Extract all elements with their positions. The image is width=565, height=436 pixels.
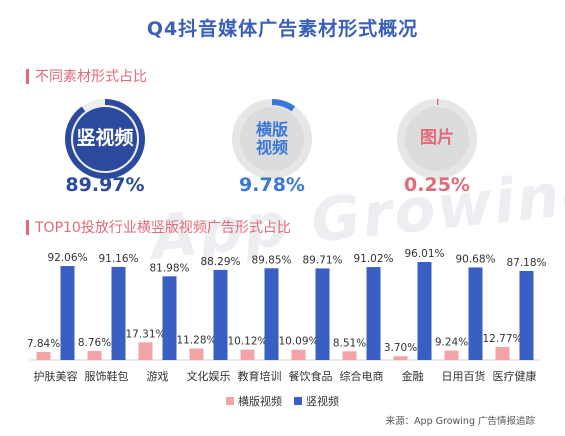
legend-swatch-horizontal: [226, 397, 234, 405]
bar-vertical-0: [60, 266, 75, 360]
ring-image-graphic: [397, 99, 477, 179]
section-heading-label: 不同素材形式占比: [35, 69, 147, 85]
bar-vertical-9: [519, 271, 534, 360]
ring-vertical-video-graphic: [65, 99, 145, 179]
pct-image: 0.25%: [404, 174, 470, 196]
bar-vertical-4: [264, 268, 279, 360]
data-label-vertical-4: 89.85%: [251, 254, 291, 266]
bar-vertical-8: [468, 267, 483, 360]
category-label-4: 教育培训: [238, 369, 282, 383]
category-label-5: 餐饮食品: [289, 369, 333, 383]
ring-image-label: 图片: [394, 96, 480, 182]
section-marker: [26, 68, 29, 84]
data-label-vertical-9: 87.18%: [506, 257, 546, 269]
category-label-8: 日用百货: [442, 369, 486, 383]
bar-horizontal-8: [444, 350, 459, 360]
data-label-horizontal-2: 17.31%: [125, 328, 165, 340]
bar-horizontal-0: [36, 351, 51, 360]
ring-horizontal-video-graphic: [232, 99, 312, 179]
data-label-vertical-2: 81.98%: [149, 262, 189, 274]
ring-label-line1: 横版: [255, 119, 288, 139]
data-label-horizontal-6: 8.51%: [333, 337, 366, 349]
source-note: 来源：App Growing 广告情报追踪: [385, 416, 535, 427]
category-label-7: 金融: [402, 369, 424, 383]
category-label-9: 医疗健康: [493, 369, 537, 383]
section-heading-format-share: 不同素材形式占比: [26, 66, 147, 86]
data-label-horizontal-0: 7.84%: [27, 338, 60, 350]
bar-horizontal-4: [240, 349, 255, 360]
bar-vertical-3: [213, 269, 228, 360]
bar-vertical-1: [111, 266, 126, 360]
ring-vertical-video: 竖视频: [62, 96, 148, 182]
bar-horizontal-2: [138, 342, 153, 360]
data-label-horizontal-9: 12.77%: [482, 333, 522, 345]
data-label-vertical-0: 92.06%: [47, 252, 87, 264]
category-label-3: 文化娱乐: [187, 369, 231, 383]
chart-legend: 横版视频 竖视频: [0, 393, 565, 409]
data-label-vertical-8: 90.68%: [455, 253, 495, 265]
category-label-6: 综合电商: [340, 369, 384, 383]
pct-vertical-video: 89.97%: [65, 174, 145, 196]
bar-horizontal-9: [495, 346, 510, 360]
ring-vertical-video-label: 竖视频: [62, 96, 148, 182]
legend-label-vertical: 竖视频: [306, 395, 339, 408]
bar-vertical-6: [366, 267, 381, 360]
data-label-horizontal-3: 11.28%: [176, 334, 216, 346]
bar-horizontal-7: [393, 356, 408, 360]
category-label-1: 服饰鞋包: [85, 369, 129, 383]
data-label-vertical-5: 89.71%: [302, 254, 342, 266]
section-heading-industry: TOP10投放行业横竖版视频广告形式占比: [26, 217, 291, 237]
data-label-vertical-7: 96.01%: [404, 248, 444, 260]
ring-label-line2: 视频: [255, 138, 288, 157]
bar-horizontal-1: [87, 351, 102, 360]
section-marker: [26, 219, 29, 235]
data-label-horizontal-1: 8.76%: [78, 337, 111, 349]
legend-label-horizontal: 横版视频: [238, 395, 282, 408]
data-label-horizontal-7: 3.70%: [384, 342, 417, 354]
legend-item-horizontal: 横版视频: [226, 393, 282, 409]
data-label-horizontal-5: 10.09%: [278, 336, 318, 348]
category-label-2: 游戏: [147, 370, 169, 383]
legend-item-vertical: 竖视频: [294, 393, 339, 409]
data-label-vertical-3: 88.29%: [200, 256, 240, 268]
bar-vertical-7: [417, 262, 432, 360]
bar-horizontal-5: [291, 349, 306, 360]
data-label-horizontal-4: 10.12%: [227, 336, 267, 348]
data-label-vertical-1: 91.16%: [98, 253, 138, 265]
ring-image: 图片: [394, 96, 480, 182]
page-title: Q4抖音媒体广告素材形式概况: [146, 18, 419, 40]
data-label-vertical-6: 91.02%: [353, 253, 393, 265]
category-label-0: 护肤美容: [34, 369, 78, 383]
bar-horizontal-3: [189, 348, 204, 360]
section-heading-label: TOP10投放行业横竖版视频广告形式占比: [35, 220, 291, 236]
ring-horizontal-video-label: 横版 视频: [229, 96, 315, 182]
pct-horizontal-video: 9.78%: [239, 174, 305, 196]
ring-horizontal-video: 横版 视频: [229, 96, 315, 182]
bar-horizontal-6: [342, 351, 357, 360]
bar-vertical-5: [315, 268, 330, 360]
legend-swatch-vertical: [294, 397, 302, 405]
ring-label-text: 图片: [420, 128, 454, 149]
data-label-horizontal-8: 9.24%: [435, 337, 468, 349]
ring-label-text: 竖视频: [76, 127, 134, 150]
bar-vertical-2: [162, 276, 177, 360]
